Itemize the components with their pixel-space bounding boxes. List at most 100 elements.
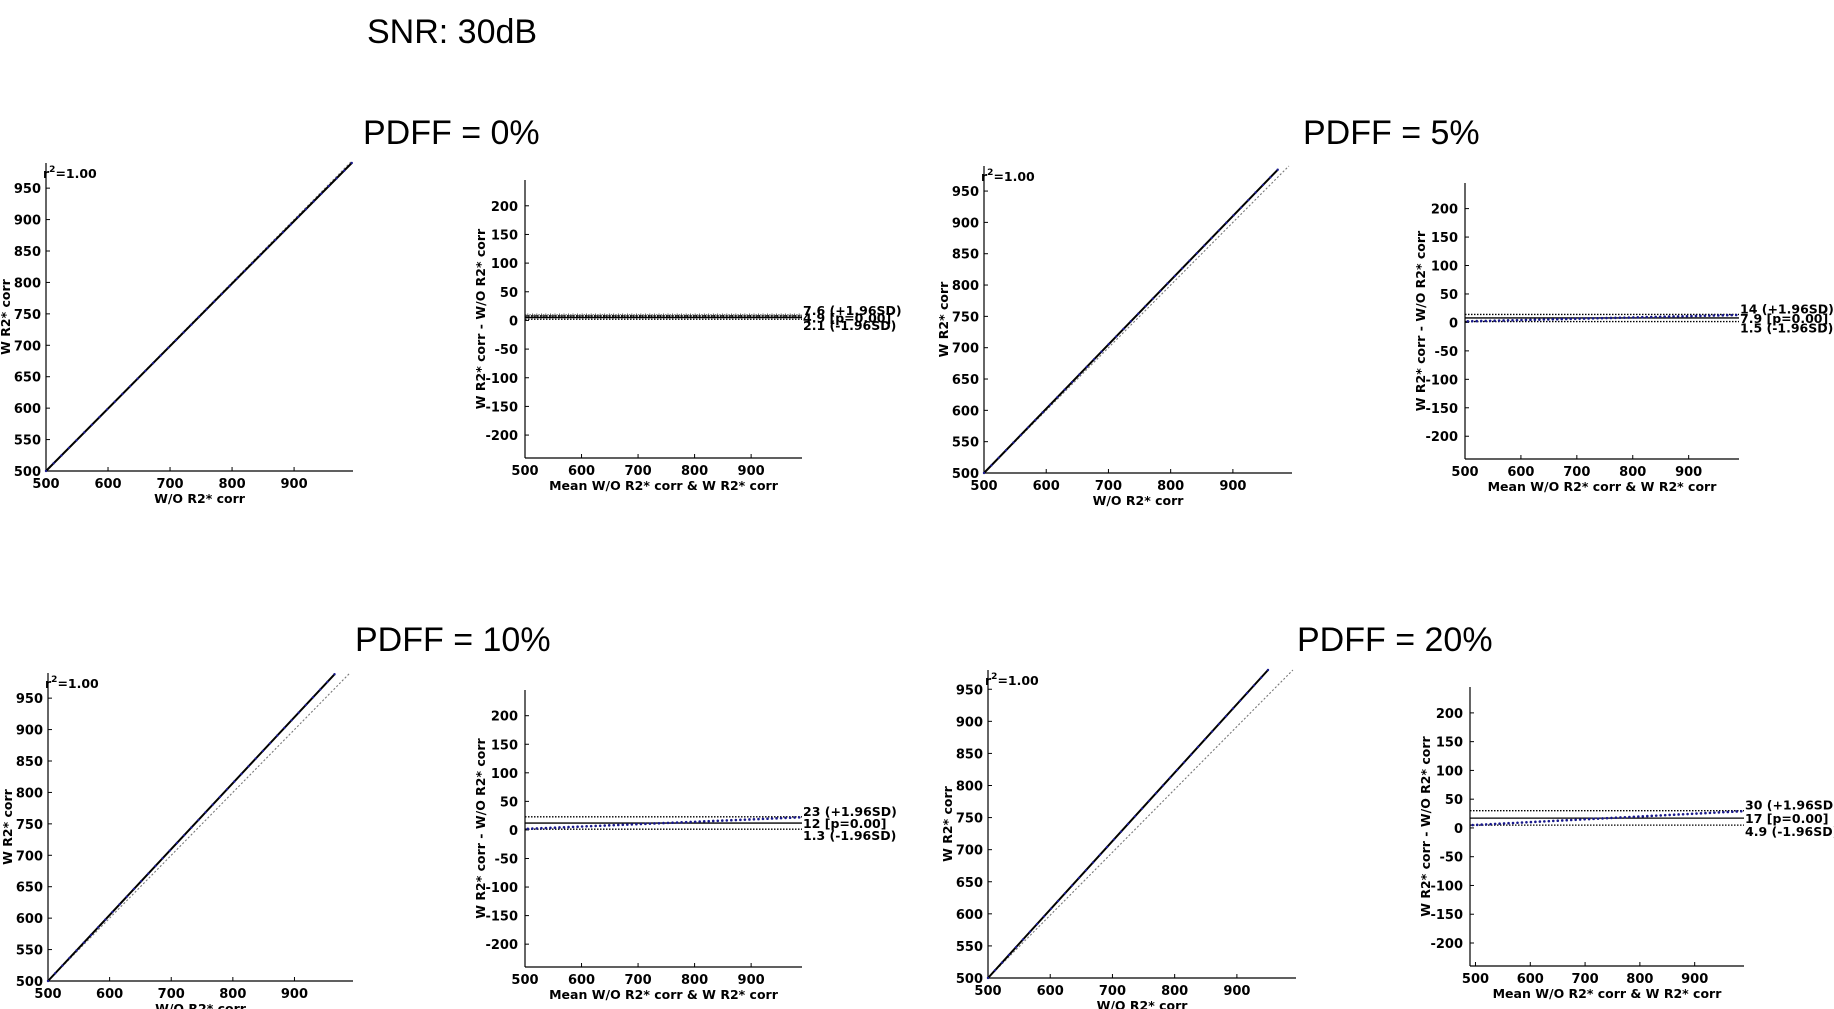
y-tick-label: 550 bbox=[956, 940, 983, 955]
data-point bbox=[318, 688, 322, 691]
data-point bbox=[797, 816, 801, 819]
lower-limit-label: 2.1 (-1.96SD) bbox=[803, 318, 896, 333]
y-tick-label: 550 bbox=[16, 944, 43, 959]
data-point bbox=[1056, 899, 1060, 903]
data-point bbox=[1119, 830, 1123, 833]
data-point bbox=[132, 887, 136, 891]
correlation-plot: 500 600 700 800 900 500 550 600 650 700 750 800 850 9… bbox=[0, 672, 353, 1009]
data-point: * bbox=[724, 312, 730, 325]
data-point: * bbox=[729, 312, 735, 325]
mean-difference-label: 17 [p=0.00] bbox=[1745, 811, 1828, 826]
data-point: * bbox=[720, 312, 726, 325]
data-point bbox=[607, 824, 611, 827]
panel-title: PDFF = 20% bbox=[1297, 621, 1493, 659]
upper-limit-label: 7.6 (+1.96SD) bbox=[803, 303, 902, 318]
data-point bbox=[571, 825, 575, 829]
data-point bbox=[1159, 289, 1162, 293]
y-tick-label: 50 bbox=[1440, 288, 1458, 303]
y-tick-label: 200 bbox=[491, 710, 518, 725]
x-axis-label: Mean W/O R2* corr & W R2* corr bbox=[549, 987, 779, 1002]
data-point bbox=[1189, 753, 1193, 756]
correlation-plot: 500 600 700 800 900 500 550 600 650 700 750 800 850 9… bbox=[936, 165, 1292, 508]
x-tick-label: 800 bbox=[681, 973, 708, 988]
y-tick-label: -100 bbox=[1425, 373, 1458, 388]
data-point: * bbox=[738, 312, 744, 325]
data-point bbox=[990, 464, 993, 467]
x-tick-label: 600 bbox=[1037, 984, 1064, 999]
r-squared-symbol: r bbox=[981, 169, 988, 184]
data-point bbox=[1063, 892, 1067, 895]
data-point bbox=[104, 918, 107, 921]
data-point bbox=[1516, 821, 1519, 825]
data-point bbox=[128, 385, 132, 388]
data-point bbox=[589, 824, 593, 828]
x-axis-label: W/O R2* corr bbox=[1093, 493, 1185, 508]
bland-altman-plot: 500 600 700 800 900 -200 -150 -100 -50 0 50 100 150 2… bbox=[473, 690, 897, 1002]
data-point: * bbox=[525, 312, 531, 325]
data-point bbox=[1100, 350, 1103, 353]
data-point bbox=[698, 820, 701, 823]
data-point bbox=[1007, 953, 1011, 957]
data-point bbox=[319, 192, 323, 195]
x-tick-label: 800 bbox=[1157, 479, 1184, 494]
y-tick-label: 50 bbox=[500, 795, 518, 810]
data-point: * bbox=[634, 312, 640, 325]
y-axis-label: W R2* corr bbox=[936, 281, 951, 358]
data-point bbox=[1645, 315, 1649, 319]
data-point bbox=[333, 673, 336, 676]
y-tick-label: -150 bbox=[1425, 402, 1458, 417]
y-tick-label: 550 bbox=[952, 436, 979, 451]
data-point bbox=[1479, 319, 1483, 323]
data-point bbox=[136, 377, 139, 380]
data-point bbox=[689, 820, 692, 824]
y-tick-label: 0 bbox=[1454, 822, 1463, 837]
data-point: * bbox=[530, 312, 536, 325]
data-point bbox=[1019, 433, 1022, 437]
data-point bbox=[644, 822, 647, 826]
data-point bbox=[621, 823, 625, 827]
data-point bbox=[766, 817, 769, 820]
x-tick-label: 800 bbox=[218, 477, 245, 492]
data-point bbox=[1034, 418, 1037, 422]
panel: PDFF = 10%500 600 700 800 900500550600650700… bbox=[0, 621, 897, 1009]
data-point bbox=[1695, 812, 1698, 815]
data-point bbox=[96, 926, 100, 929]
x-tick-label: 900 bbox=[1675, 465, 1702, 480]
data-point bbox=[1497, 319, 1501, 322]
data-point bbox=[1534, 820, 1537, 824]
data-point bbox=[1699, 314, 1702, 318]
data-point bbox=[1712, 314, 1716, 317]
data-point bbox=[1144, 305, 1147, 308]
data-point bbox=[1600, 316, 1604, 320]
correlation-plot: 500 600 700 800 900 500 550 600 650 700 750 800 850 9… bbox=[0, 160, 353, 506]
y-tick-label: 800 bbox=[14, 276, 41, 291]
data-point bbox=[1623, 316, 1626, 319]
y-tick-label: -100 bbox=[1430, 879, 1463, 894]
y-tick-label: 850 bbox=[16, 755, 43, 770]
data-point bbox=[1667, 315, 1671, 318]
x-tick-label: 900 bbox=[1223, 984, 1250, 999]
data-point: * bbox=[534, 312, 540, 325]
lower-limit-label: 4.9 (-1.96SD) bbox=[1745, 824, 1834, 839]
y-tick-label: 0 bbox=[509, 824, 518, 839]
upper-limit-label: 14 (+1.96SD) bbox=[1740, 301, 1834, 316]
data-point bbox=[1578, 317, 1581, 320]
data-point bbox=[1739, 809, 1743, 813]
lower-limit-label: 1.3 (-1.96SD) bbox=[803, 828, 896, 843]
data-point: * bbox=[733, 312, 739, 325]
y-tick-label: 600 bbox=[952, 404, 979, 419]
data-point bbox=[182, 834, 186, 837]
panel-title: PDFF = 5% bbox=[1303, 114, 1480, 152]
data-point: * bbox=[629, 312, 635, 325]
data-point bbox=[147, 872, 150, 875]
data-point bbox=[254, 757, 257, 760]
data-point bbox=[1713, 811, 1716, 814]
data-point bbox=[327, 184, 331, 188]
data-point: * bbox=[647, 312, 653, 325]
data-point: * bbox=[625, 312, 631, 325]
data-point: * bbox=[665, 312, 671, 325]
y-tick-label: 850 bbox=[952, 248, 979, 263]
data-point bbox=[1694, 314, 1698, 318]
y-tick-label: 200 bbox=[1431, 203, 1458, 218]
data-point bbox=[1676, 315, 1680, 318]
